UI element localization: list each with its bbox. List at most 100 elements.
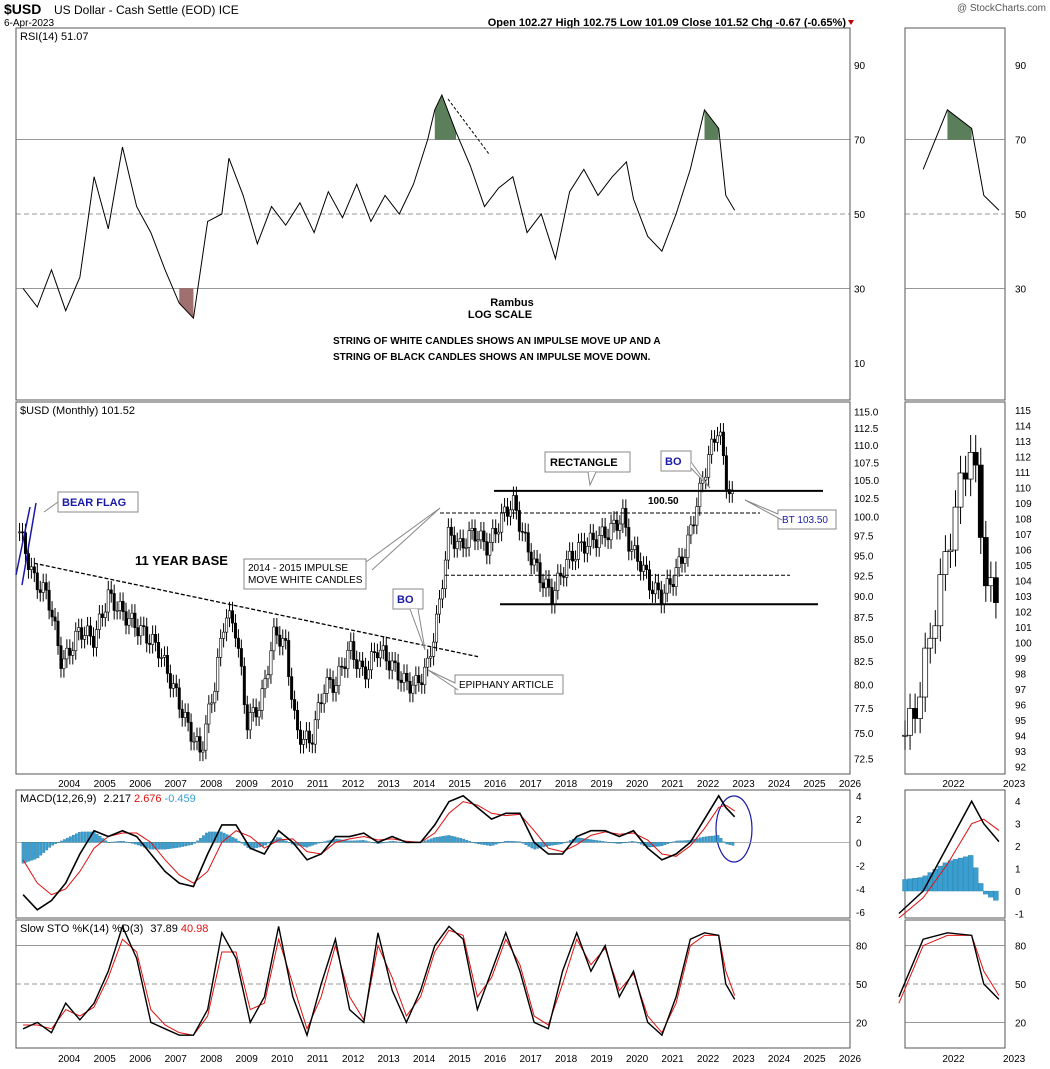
inset-macd-tick-3: 3 xyxy=(1015,820,1021,831)
bt-box xyxy=(777,509,837,530)
macd-histogram-bar xyxy=(681,840,684,843)
macd-histogram-bar xyxy=(423,840,427,843)
price-candle-body xyxy=(724,455,728,490)
impulse-label-2: MOVE WHITE CANDLES xyxy=(248,575,363,586)
sto-xtick-2007: 2007 xyxy=(165,1054,188,1065)
price-tick-115: 115.0 xyxy=(854,408,879,419)
macd-histogram-bar xyxy=(134,842,137,845)
macd-histogram-bar xyxy=(465,839,469,843)
price-candle-body xyxy=(133,612,137,628)
macd-histogram-bar xyxy=(607,842,611,843)
price-candle-body xyxy=(411,684,415,694)
price-candle-body xyxy=(606,537,610,541)
macd-histogram-bar xyxy=(352,840,356,843)
price-candle-body xyxy=(130,612,134,619)
inset-candle-body xyxy=(957,472,964,508)
macd-histogram-bar xyxy=(560,842,563,845)
price-xtick-2020: 2020 xyxy=(626,779,649,790)
price-tick-97.5: 97.5 xyxy=(854,532,874,543)
price-candle-body xyxy=(80,627,84,640)
price-candle-body xyxy=(118,601,122,611)
macd-histogram-bar xyxy=(551,842,554,846)
macd-histogram-bar xyxy=(456,837,460,843)
sto-xtick-2010: 2010 xyxy=(271,1054,294,1065)
macd-histogram-bar xyxy=(240,842,244,844)
macd-histogram-bar xyxy=(660,842,664,847)
rsi-overbought-fill-0 xyxy=(434,94,457,140)
price-candle-body xyxy=(470,528,474,531)
macd-histogram-bar xyxy=(382,842,386,844)
macd-histogram-bar xyxy=(33,842,37,860)
macd-histogram-bar xyxy=(361,840,365,843)
sto-legend-label: Slow STO %K(14) %D(3) xyxy=(20,923,143,935)
macd-histogram-bar xyxy=(657,842,661,847)
price-xtick-2011: 2011 xyxy=(307,779,329,790)
price-candle-body xyxy=(399,679,403,683)
price-candle-body xyxy=(562,575,566,578)
macd-histogram-bar xyxy=(131,842,134,844)
inset-rsi-tick-90: 90 xyxy=(1015,61,1027,72)
price-xtick-2019: 2019 xyxy=(590,779,613,790)
log-scale-label: LOG SCALE xyxy=(468,309,532,321)
price-candle-body xyxy=(642,564,646,572)
price-candle-body xyxy=(245,704,249,731)
price-candle-body xyxy=(91,635,95,648)
macd-histogram-bar xyxy=(622,842,625,844)
sto-xtick-2008: 2008 xyxy=(200,1054,223,1065)
rsi-tick-90: 90 xyxy=(854,61,866,72)
sto-xtick-2012: 2012 xyxy=(342,1054,365,1065)
inset-candle-body xyxy=(917,696,924,719)
price-candle-body xyxy=(278,634,282,647)
macd-histogram-bar xyxy=(181,842,185,847)
macd-histogram-bar xyxy=(453,836,457,843)
inset-price-tick-104: 104 xyxy=(1015,576,1032,587)
price-xtick-2023: 2023 xyxy=(732,779,755,790)
inset-macd-tick-1: 1 xyxy=(1015,865,1021,876)
symbol: $USD xyxy=(4,1,41,17)
price-candle-body xyxy=(582,541,586,554)
macd-histogram-bar xyxy=(83,831,87,843)
sto-xtick-2026: 2026 xyxy=(839,1054,862,1065)
macd-histogram-bar xyxy=(42,842,46,853)
inset-price-tick-93: 93 xyxy=(1015,747,1027,758)
price-candle-body xyxy=(443,559,447,590)
price-candle-body xyxy=(68,647,72,656)
bear-flag-line-2 xyxy=(21,502,37,586)
price-tick-107.5: 107.5 xyxy=(854,458,879,469)
price-candle-body xyxy=(216,657,220,692)
price-candle-body xyxy=(535,558,539,563)
inset-price-tick-96: 96 xyxy=(1015,700,1027,711)
price-candle-body xyxy=(420,682,424,686)
macd-tick--4: -4 xyxy=(856,885,865,896)
macd-histogram-bar xyxy=(284,840,288,843)
inset-sto-k-line xyxy=(898,932,1000,1000)
price-candle-body xyxy=(89,625,93,637)
price-xtick-2024: 2024 xyxy=(768,779,791,790)
macd-histogram-bar xyxy=(450,835,454,843)
inset-price-tick-99: 99 xyxy=(1015,654,1027,665)
price-candle-body xyxy=(405,672,409,682)
price-candle-body xyxy=(364,666,368,680)
sto-xtick-2016: 2016 xyxy=(484,1054,507,1065)
inset-candle-body xyxy=(902,734,908,737)
macd-histogram-bar xyxy=(426,839,430,843)
macd-histogram-bar xyxy=(592,839,596,843)
price-xtick-2007: 2007 xyxy=(165,779,188,790)
macd-histogram-bar xyxy=(305,842,309,848)
price-candle-body xyxy=(559,572,563,577)
price-candle-body xyxy=(645,564,649,571)
price-candle-body xyxy=(541,582,545,589)
sto-xtick-2014: 2014 xyxy=(413,1054,436,1065)
inset-candle-body xyxy=(982,537,989,587)
macd-histogram-bar xyxy=(350,840,353,843)
macd-histogram-bar xyxy=(684,840,687,843)
macd-histogram-bar xyxy=(205,832,208,843)
macd-histogram-bar xyxy=(237,840,241,843)
price-candle-body xyxy=(574,559,578,562)
macd-histogram-bar xyxy=(512,841,516,843)
price-candle-body xyxy=(35,572,39,591)
inset-sto-d-line xyxy=(898,934,1000,1004)
macd-histogram-bar xyxy=(713,835,717,843)
price-candle-body xyxy=(142,625,146,628)
price-candle-body xyxy=(683,557,687,564)
